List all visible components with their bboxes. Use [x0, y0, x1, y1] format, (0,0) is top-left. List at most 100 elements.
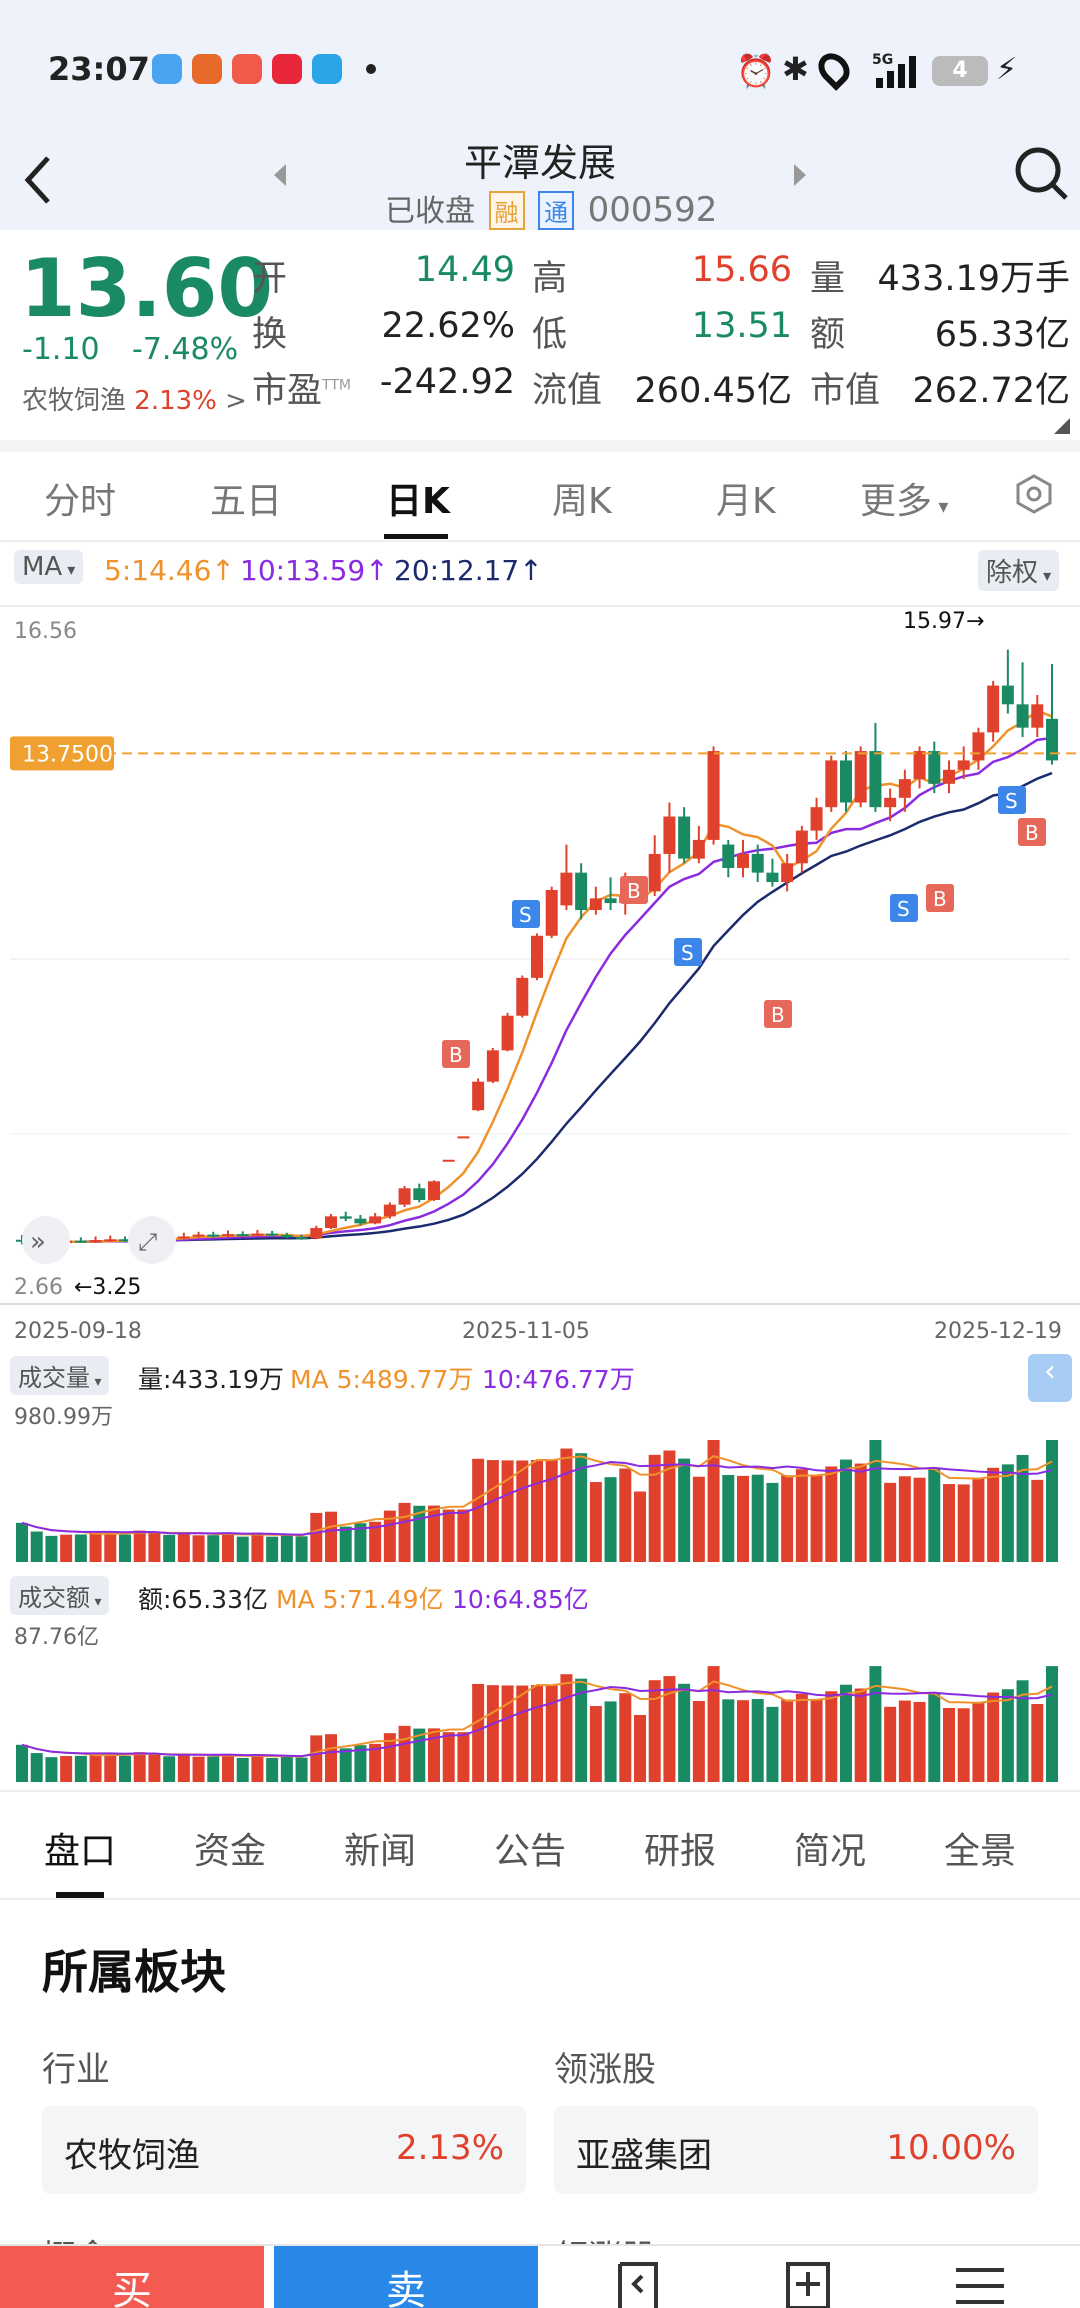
sell-marker-letter: S: [897, 897, 910, 921]
volume-bar: [781, 1699, 794, 1782]
tab-daily-k[interactable]: 日K: [386, 481, 450, 522]
ma20-line: [21, 771, 1053, 1244]
tab-news[interactable]: 新闻: [344, 1831, 417, 1872]
stock-header: 平潭发展 已收盘 融 通 000592: [0, 120, 1080, 230]
sector-link[interactable]: 农牧饲渔 2.13% >: [22, 380, 247, 417]
amount-selector[interactable]: 成交额 ▾: [10, 1576, 110, 1615]
menu-icon[interactable]: [950, 2260, 1010, 2308]
volume-bar: [192, 1535, 205, 1562]
buy-button[interactable]: 买: [0, 2246, 264, 2308]
volume-bar: [766, 1706, 779, 1782]
volume-bar: [854, 1463, 867, 1562]
candle-body: [531, 935, 543, 978]
volume-bar: [428, 1505, 440, 1562]
volume-bar: [634, 1491, 646, 1562]
volume-bar: [369, 1521, 382, 1562]
volume-bar: [589, 1482, 602, 1562]
tab-announcements[interactable]: 公告: [494, 1831, 567, 1872]
tab-five-day[interactable]: 五日: [210, 481, 283, 522]
volume-bar: [45, 1757, 58, 1782]
back-icon[interactable]: [18, 150, 58, 210]
volume-bar: [119, 1534, 131, 1562]
leader-name: 亚盛集团: [576, 2136, 712, 2176]
sell-button[interactable]: 卖: [274, 2246, 538, 2308]
candle-body: [575, 872, 588, 911]
sell-marker-letter: S: [519, 903, 532, 927]
industry-card[interactable]: 农牧饲渔 2.13%: [42, 2106, 526, 2194]
candle-body: [781, 863, 794, 882]
fullscreen-button[interactable]: [128, 1216, 176, 1264]
charging-icon: ⚡: [996, 52, 1018, 87]
chevron-left-icon[interactable]: ‹: [1028, 1354, 1072, 1402]
volume-value: 量:433.19万: [138, 1365, 284, 1394]
volume-bar: [60, 1534, 73, 1562]
candle-body: [648, 853, 661, 892]
settings-hex-icon[interactable]: [1012, 472, 1056, 516]
undo-icon[interactable]: [612, 2260, 668, 2308]
volume-bar: [737, 1475, 749, 1562]
prev-stock-icon[interactable]: [270, 160, 290, 190]
adjust-selector[interactable]: 除权 ▾: [978, 550, 1060, 591]
expand-corner-icon[interactable]: [1054, 418, 1070, 434]
next-stock-icon[interactable]: [790, 160, 810, 190]
leader-label: 领涨股: [554, 2050, 656, 2090]
volume-bar: [825, 1691, 838, 1782]
network-type: 5G: [872, 52, 894, 68]
volume-bar: [1001, 1464, 1014, 1562]
volume-bar: [1046, 1666, 1058, 1782]
tab-research[interactable]: 研报: [644, 1831, 717, 1872]
volume-bar: [133, 1752, 146, 1782]
candle-body: [1001, 685, 1014, 705]
status-bar: 23:07 ⏰ ✱ 5G 4 ⚡: [0, 0, 1080, 140]
volume-selector[interactable]: 成交量 ▾: [10, 1356, 110, 1395]
volume-bar: [310, 1735, 323, 1782]
tab-weekly-k[interactable]: 周K: [552, 481, 612, 522]
volume-bar: [501, 1460, 514, 1562]
candle-body: [678, 816, 691, 859]
ma-selector[interactable]: MA ▾: [14, 550, 84, 584]
volume-bar: [442, 1732, 455, 1782]
section-title: 所属板块: [42, 1945, 226, 1999]
search-icon[interactable]: [1014, 146, 1070, 206]
candle-body: [898, 779, 911, 798]
volume-bar: [339, 1526, 352, 1562]
tab-panorama[interactable]: 全景: [944, 1831, 1017, 1872]
volume-bar: [531, 1459, 543, 1562]
volume-bar: [751, 1699, 764, 1782]
collapse-button[interactable]: [22, 1216, 70, 1264]
y-axis-top: 16.56: [14, 619, 77, 644]
tab-more[interactable]: 更多 ▾: [860, 481, 949, 522]
volume-bar: [619, 1693, 632, 1782]
candle-body: [1046, 718, 1058, 761]
volume-bar: [898, 1700, 911, 1782]
amount-value: 65.33亿: [934, 315, 1070, 355]
candle-body: [810, 807, 823, 831]
sell-marker: [674, 938, 702, 966]
tab-profile[interactable]: 简况: [794, 1831, 867, 1872]
volume-bar: [30, 1531, 43, 1562]
tab-monthly-k[interactable]: 月K: [716, 481, 776, 522]
candlestick-chart[interactable]: 16.56 2.66 13.7500 15.97→ ←3.25 S B B S …: [0, 604, 1080, 1344]
buy-marker-letter: B: [1025, 821, 1039, 845]
market-state: 已收盘: [385, 194, 475, 229]
sell-marker: [512, 900, 540, 928]
volume-bar: [236, 1757, 249, 1782]
buy-marker: [764, 1000, 792, 1028]
candle-body: [398, 1188, 411, 1205]
industry-pct: 2.13%: [395, 2128, 504, 2168]
tab-intraday[interactable]: 分时: [44, 481, 117, 522]
candle-body: [119, 1239, 131, 1242]
volume-bar: [192, 1756, 205, 1782]
volume-bar: [678, 1458, 691, 1562]
volume-bar: [486, 1460, 499, 1562]
add-watchlist-icon[interactable]: [782, 2260, 838, 2308]
leader-card[interactable]: 亚盛集团 10.00%: [554, 2106, 1038, 2194]
volume-bar: [722, 1474, 735, 1562]
volume-bar: [398, 1502, 411, 1562]
buy-marker-letter: B: [933, 887, 947, 911]
volume-bar: [781, 1475, 794, 1562]
tab-handicap[interactable]: 盘口: [44, 1831, 117, 1872]
battery-icon: 4: [932, 56, 988, 86]
volume-value: 433.19万手: [877, 259, 1070, 299]
tab-funds[interactable]: 资金: [194, 1831, 267, 1872]
